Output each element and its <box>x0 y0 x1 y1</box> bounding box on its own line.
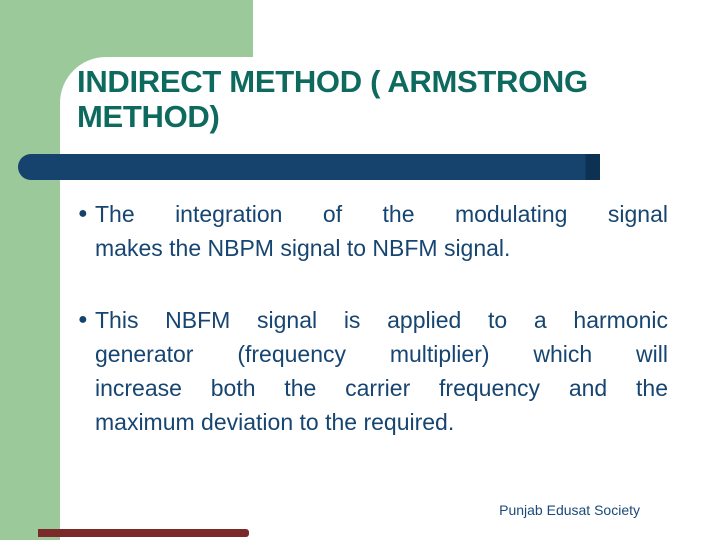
title-accent-bar <box>18 154 600 180</box>
bullet-text-line: maximum deviation to the required. <box>95 409 455 435</box>
bullet-text-line: This NBFM signal is applied to a harmoni… <box>95 307 668 333</box>
bullet-text-line: The integration of the modulating signal <box>95 201 668 227</box>
bullet-text-line: increase both the carrier frequency and … <box>95 375 668 401</box>
footer-text: Punjab Edusat Society <box>499 502 640 518</box>
bullet-text-line: generator (frequency multiplier) which w… <box>95 341 668 367</box>
slide-title-line-1: INDIRECT METHOD ( ARMSTRONG <box>77 64 588 99</box>
bottom-accent-bar <box>38 529 249 537</box>
bullet-text: The integration of the modulating signal… <box>95 197 668 265</box>
bullet-icon: ● <box>78 205 88 222</box>
bullet-item: ● This NBFM signal is applied to a harmo… <box>78 303 668 439</box>
bullet-item: ● The integration of the modulating sign… <box>78 197 668 265</box>
slide-title-line-2: METHOD) <box>77 99 220 134</box>
content-panel <box>60 57 720 540</box>
slide-title: INDIRECT METHOD ( ARMSTRONG METHOD) <box>77 64 677 134</box>
green-sidebar <box>0 0 60 540</box>
bullet-list: ● The integration of the modulating sign… <box>78 197 668 439</box>
bullet-text-line: makes the NBPM signal to NBFM signal. <box>95 235 511 261</box>
bullet-icon: ● <box>78 311 88 328</box>
bullet-text: This NBFM signal is applied to a harmoni… <box>95 303 668 439</box>
